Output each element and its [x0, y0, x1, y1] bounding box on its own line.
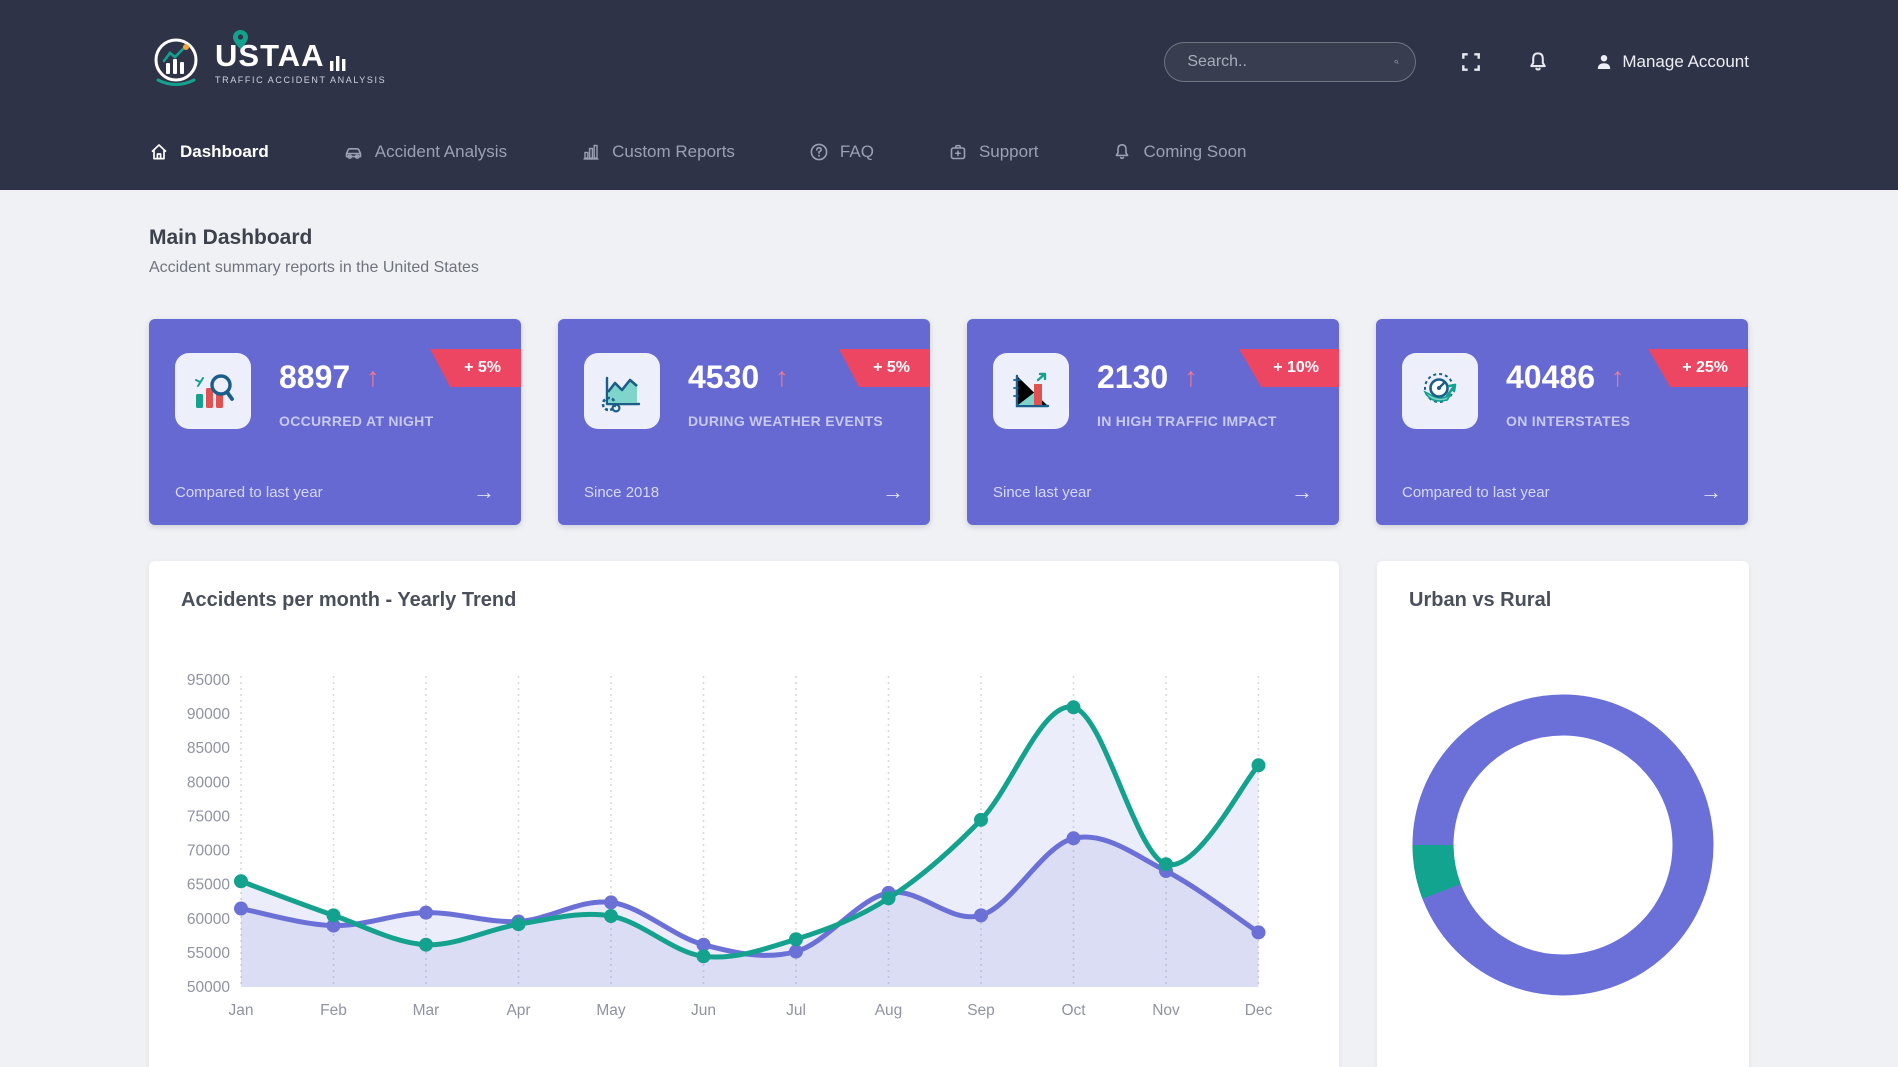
svg-text:65000: 65000	[187, 877, 230, 894]
manage-account-button[interactable]: Manage Account	[1594, 52, 1749, 72]
bell-outline-icon	[1116, 144, 1129, 160]
svg-text:55000: 55000	[187, 945, 230, 962]
nav-item-coming-soon[interactable]: Coming Soon	[1112, 142, 1247, 162]
svg-text:Apr: Apr	[506, 1002, 530, 1019]
svg-text:75000: 75000	[187, 808, 230, 825]
stat-card-high-traffic-impact[interactable]: 2130 ↑ IN HIGH TRAFFIC IMPACT + 10% Sinc…	[967, 319, 1339, 525]
stat-icon-tile	[993, 353, 1069, 429]
svg-text:Mar: Mar	[413, 1002, 440, 1019]
line-chart: 95000 90000 85000 80000 75000 70000 65000 60000…	[181, 668, 1307, 1029]
right-arrow-icon: →	[882, 479, 904, 504]
manage-account-label: Manage Account	[1622, 52, 1749, 71]
nav-item-faq[interactable]: FAQ	[809, 142, 874, 162]
stat-value: 8897	[279, 359, 351, 395]
svg-text:85000: 85000	[187, 740, 230, 757]
svg-text:80000: 80000	[187, 774, 230, 791]
stat-card-on-interstates[interactable]: 40486 ↑ ON INTERSTATES + 25% Compared to…	[1376, 319, 1748, 525]
donut-chart-title: Urban vs Rural	[1409, 589, 1552, 611]
map-pin-icon	[233, 29, 248, 49]
svg-text:Oct: Oct	[1061, 1002, 1086, 1019]
bell-icon[interactable]	[1526, 50, 1550, 74]
growth-chart-icon	[1013, 372, 1050, 408]
right-arrow-icon: →	[473, 479, 495, 504]
stat-label: OCCURRED AT NIGHT	[279, 413, 434, 429]
stat-footer-link[interactable]: Compared to last year →	[1402, 479, 1722, 504]
stat-label: IN HIGH TRAFFIC IMPACT	[1097, 413, 1277, 429]
bar-chart-icon	[583, 144, 599, 160]
svg-text:Nov: Nov	[1152, 1002, 1180, 1019]
nav-item-dashboard[interactable]: Dashboard	[149, 142, 269, 162]
trend-chart-card: Accidents per month - Yearly Trend 95000…	[149, 561, 1339, 1067]
user-icon	[1598, 55, 1611, 69]
stat-card-weather-events[interactable]: 4530 ↑ DURING WEATHER EVENTS + 5% Since …	[558, 319, 930, 525]
svg-text:Sep: Sep	[967, 1002, 995, 1019]
svg-text:May: May	[596, 1002, 626, 1019]
stat-label: DURING WEATHER EVENTS	[688, 413, 884, 429]
stat-value: 2130	[1097, 359, 1169, 395]
search-icon[interactable]	[1394, 52, 1399, 72]
svg-text:95000: 95000	[187, 672, 230, 689]
svg-text:90000: 90000	[187, 706, 230, 723]
equalizer-bars-icon	[330, 55, 346, 71]
stat-value: 40486	[1506, 359, 1595, 395]
nav-item-custom-reports[interactable]: Custom Reports	[581, 142, 735, 162]
stat-badge: + 10%	[1239, 349, 1339, 387]
stat-cards-row: 8897 ↑ OCCURRED AT NIGHT + 5% Compared t…	[149, 319, 1749, 525]
stat-badge: + 5%	[839, 349, 930, 387]
svg-text:60000: 60000	[187, 911, 230, 928]
page-subtitle: Accident summary reports in the United S…	[149, 259, 479, 276]
nav-item-accident-analysis[interactable]: Accident Analysis	[343, 142, 507, 162]
up-arrow-icon: ↑	[1184, 362, 1198, 392]
gauge-arrow-icon	[1423, 373, 1457, 403]
stat-value: 4530	[688, 359, 760, 395]
svg-text:50000: 50000	[187, 979, 230, 996]
stat-badge: + 25%	[1648, 349, 1748, 387]
logo-subtitle: TRAFFIC ACCIDENT ANALYSIS	[215, 74, 387, 85]
up-arrow-icon: ↑	[775, 362, 789, 392]
line-chart-gear-icon	[601, 376, 641, 413]
charts-row: Accidents per month - Yearly Trend 95000…	[149, 561, 1749, 1067]
svg-text:Jan: Jan	[229, 1002, 254, 1019]
up-arrow-icon: ↑	[366, 362, 380, 392]
question-circle-icon	[810, 143, 828, 161]
header: USTAA TRAFFIC ACCIDENT ANALYSIS	[0, 0, 1898, 190]
stat-label: ON INTERSTATES	[1506, 413, 1631, 429]
right-arrow-icon: →	[1291, 479, 1313, 504]
svg-text:Feb: Feb	[320, 1002, 347, 1019]
support-kit-icon	[950, 144, 966, 160]
stat-icon-tile	[175, 353, 251, 429]
svg-text:70000: 70000	[187, 843, 230, 860]
right-arrow-icon: →	[1700, 479, 1722, 504]
page-title: Main Dashboard	[149, 226, 313, 249]
trend-chart-title: Accidents per month - Yearly Trend	[181, 589, 517, 611]
main-content: Main Dashboard Accident summary reports …	[149, 190, 1749, 1067]
stat-footer-link[interactable]: Compared to last year →	[175, 479, 495, 504]
stat-badge: + 5%	[430, 349, 521, 387]
svg-text:Dec: Dec	[1245, 1002, 1273, 1019]
search-input[interactable]	[1187, 53, 1395, 71]
logo-title: USTAA	[215, 37, 325, 73]
svg-text:Jun: Jun	[691, 1002, 716, 1019]
donut-chart-card: Urban vs Rural	[1377, 561, 1749, 1067]
logo[interactable]: USTAA TRAFFIC ACCIDENT ANALYSIS	[149, 29, 387, 89]
up-arrow-icon: ↑	[1610, 362, 1625, 392]
donut-chart	[1412, 694, 1714, 1001]
home-icon	[151, 144, 167, 160]
main-nav: Dashboard Accident Analysis Custom Repor…	[149, 142, 1749, 162]
svg-text:Aug: Aug	[875, 1002, 903, 1019]
bars-magnifier-icon	[195, 374, 234, 408]
circular-chart-logo-icon	[154, 38, 198, 86]
stat-card-occurred-at-night[interactable]: 8897 ↑ OCCURRED AT NIGHT + 5% Compared t…	[149, 319, 521, 525]
search-box	[1164, 42, 1417, 82]
nav-item-support[interactable]: Support	[948, 142, 1038, 162]
car-icon	[345, 148, 362, 160]
stat-icon-tile	[1402, 353, 1478, 429]
stat-footer-link[interactable]: Since 2018 →	[584, 479, 904, 504]
stat-icon-tile	[584, 353, 660, 429]
stat-footer-link[interactable]: Since last year →	[993, 479, 1313, 504]
fullscreen-icon[interactable]	[1460, 51, 1482, 73]
svg-text:Jul: Jul	[786, 1002, 806, 1019]
